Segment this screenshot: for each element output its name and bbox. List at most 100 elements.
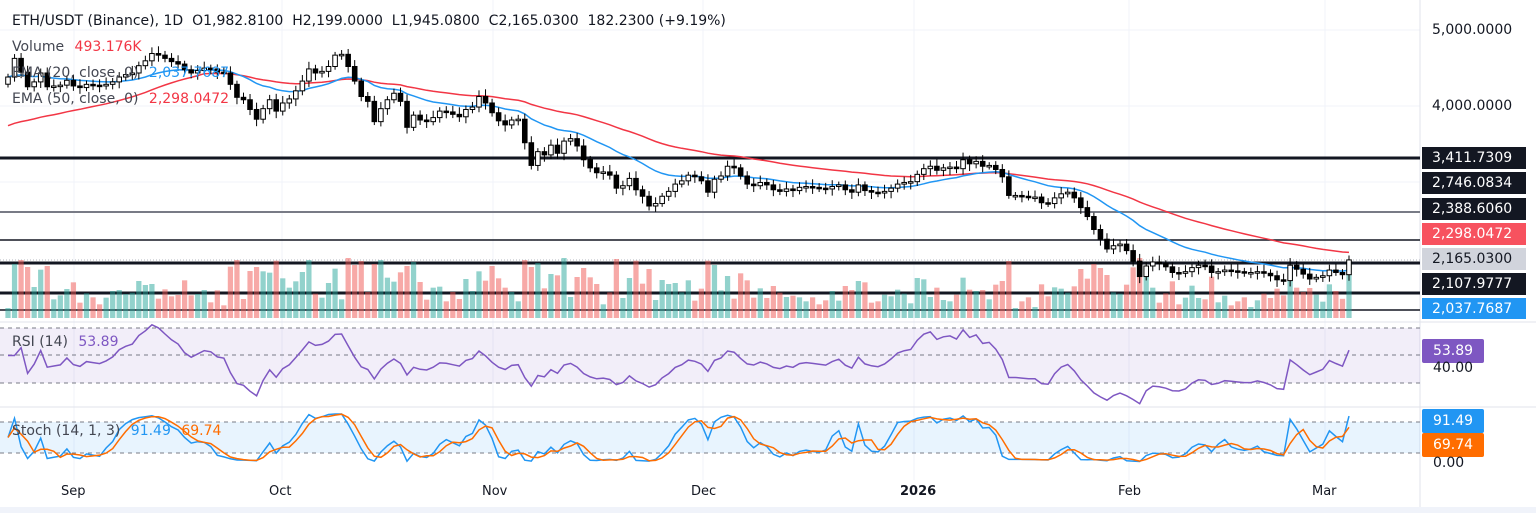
volume-bar: [110, 291, 116, 318]
candle-down: [364, 96, 371, 102]
volume-legend[interactable]: Volume 493.176K: [12, 39, 148, 55]
volume-bar: [443, 301, 449, 318]
volume-bar: [1065, 292, 1071, 318]
candle-down: [521, 118, 528, 144]
volume-bar: [679, 292, 685, 318]
volume-bar: [103, 297, 109, 318]
candle-up: [391, 92, 397, 101]
ema20-legend[interactable]: EMA (20, close, 0) 2,037.7687: [12, 65, 235, 81]
candle-up: [293, 90, 299, 100]
candle-down: [18, 57, 24, 73]
volume-bar: [803, 301, 809, 318]
candle-down: [999, 168, 1006, 178]
candle-down: [698, 176, 705, 182]
candle-down: [188, 69, 194, 74]
ema20-value: 2,037.7687: [148, 65, 230, 81]
ema20-path: [7, 69, 1350, 272]
volume-bar: [777, 292, 783, 318]
volume-bar: [783, 297, 790, 318]
volume-bar: [1038, 284, 1045, 318]
volume-bar: [430, 287, 436, 318]
volume-bar: [607, 292, 613, 318]
candle-down: [979, 160, 986, 167]
candle-up: [1346, 259, 1352, 276]
volume-bar: [1110, 292, 1117, 318]
stoch-legend[interactable]: Stoch (14, 1, 3) 91.49 69.74: [12, 423, 227, 439]
volume-bar: [44, 266, 50, 318]
candle-up: [1221, 269, 1228, 273]
volume-bar: [731, 298, 737, 318]
stoch-d-tag: 69.74: [1422, 433, 1484, 457]
volume-bar: [1156, 302, 1162, 318]
volume-bar: [57, 295, 63, 318]
volume-bar: [1084, 278, 1090, 318]
candle-up: [508, 119, 515, 126]
candle-down: [1339, 271, 1346, 276]
volume-bar: [1078, 269, 1084, 318]
candle-down: [1333, 269, 1339, 273]
volume-bar: [509, 292, 515, 318]
volume-bar: [1137, 258, 1143, 318]
volume-bar: [561, 258, 567, 318]
volume-bar: [214, 290, 220, 318]
candle-up: [194, 70, 201, 74]
volume-bar: [1307, 288, 1313, 318]
volume-bar: [267, 272, 273, 318]
candle-up: [1248, 271, 1254, 275]
rsi-value-tag: 53.89: [1422, 339, 1484, 363]
volume-bar: [855, 281, 862, 318]
candle-down: [607, 171, 613, 176]
candle-down: [423, 119, 430, 123]
candle-down: [1274, 275, 1280, 281]
volume-bar: [227, 266, 234, 318]
volume-bar: [666, 284, 672, 318]
candle-down: [1202, 264, 1208, 268]
volume-bar: [1150, 287, 1156, 318]
volume-bar: [168, 296, 175, 318]
volume-bar: [705, 260, 711, 318]
candle-down: [1091, 216, 1097, 231]
volume-bar: [83, 293, 90, 318]
candle-down: [587, 159, 593, 169]
volume-bar: [934, 287, 940, 318]
candle-down: [240, 96, 247, 101]
candle-down: [744, 175, 750, 185]
rsi-legend[interactable]: RSI (14) 53.89: [12, 334, 124, 350]
volume-bar: [587, 277, 593, 318]
volume-bar: [953, 294, 960, 318]
candle-up: [384, 99, 391, 110]
candle-down: [1300, 268, 1306, 275]
candle-down: [574, 138, 580, 147]
volume-bar: [836, 300, 842, 318]
candle-down: [770, 184, 777, 191]
volume-bar: [594, 284, 600, 318]
volume-bar: [600, 304, 606, 318]
ohlc-close: C2,165.0300: [488, 13, 579, 29]
candle-up: [122, 74, 129, 78]
ema50-legend[interactable]: EMA (50, close, 0) 2,298.0472: [12, 91, 235, 107]
candle-down: [312, 68, 319, 74]
candle-up: [260, 108, 266, 120]
volume-bar: [1117, 293, 1123, 318]
volume-bar: [914, 278, 920, 318]
candle-up: [894, 183, 901, 189]
volume-bar: [1045, 296, 1051, 318]
candle-up: [266, 99, 273, 110]
candle-up: [600, 171, 607, 174]
volume-bar: [1169, 281, 1175, 318]
candle-up: [803, 186, 809, 189]
stoch-d-value: 69.74: [181, 423, 222, 439]
candle-up: [973, 160, 979, 165]
volume-bar: [293, 281, 299, 318]
ohlc-high: H2,199.0000: [292, 13, 383, 29]
time-label-feb: Feb: [1118, 484, 1142, 499]
candle-up: [1182, 271, 1189, 274]
volume-bar: [581, 268, 587, 318]
candle-up: [652, 203, 659, 207]
candle-up: [901, 181, 907, 185]
symbol-legend: ETH/USDT (Binance), 1D O1,982.8100 H2,19…: [12, 13, 726, 29]
volume-bar: [31, 287, 37, 318]
candle-up: [463, 108, 469, 118]
candle-up: [724, 165, 731, 177]
